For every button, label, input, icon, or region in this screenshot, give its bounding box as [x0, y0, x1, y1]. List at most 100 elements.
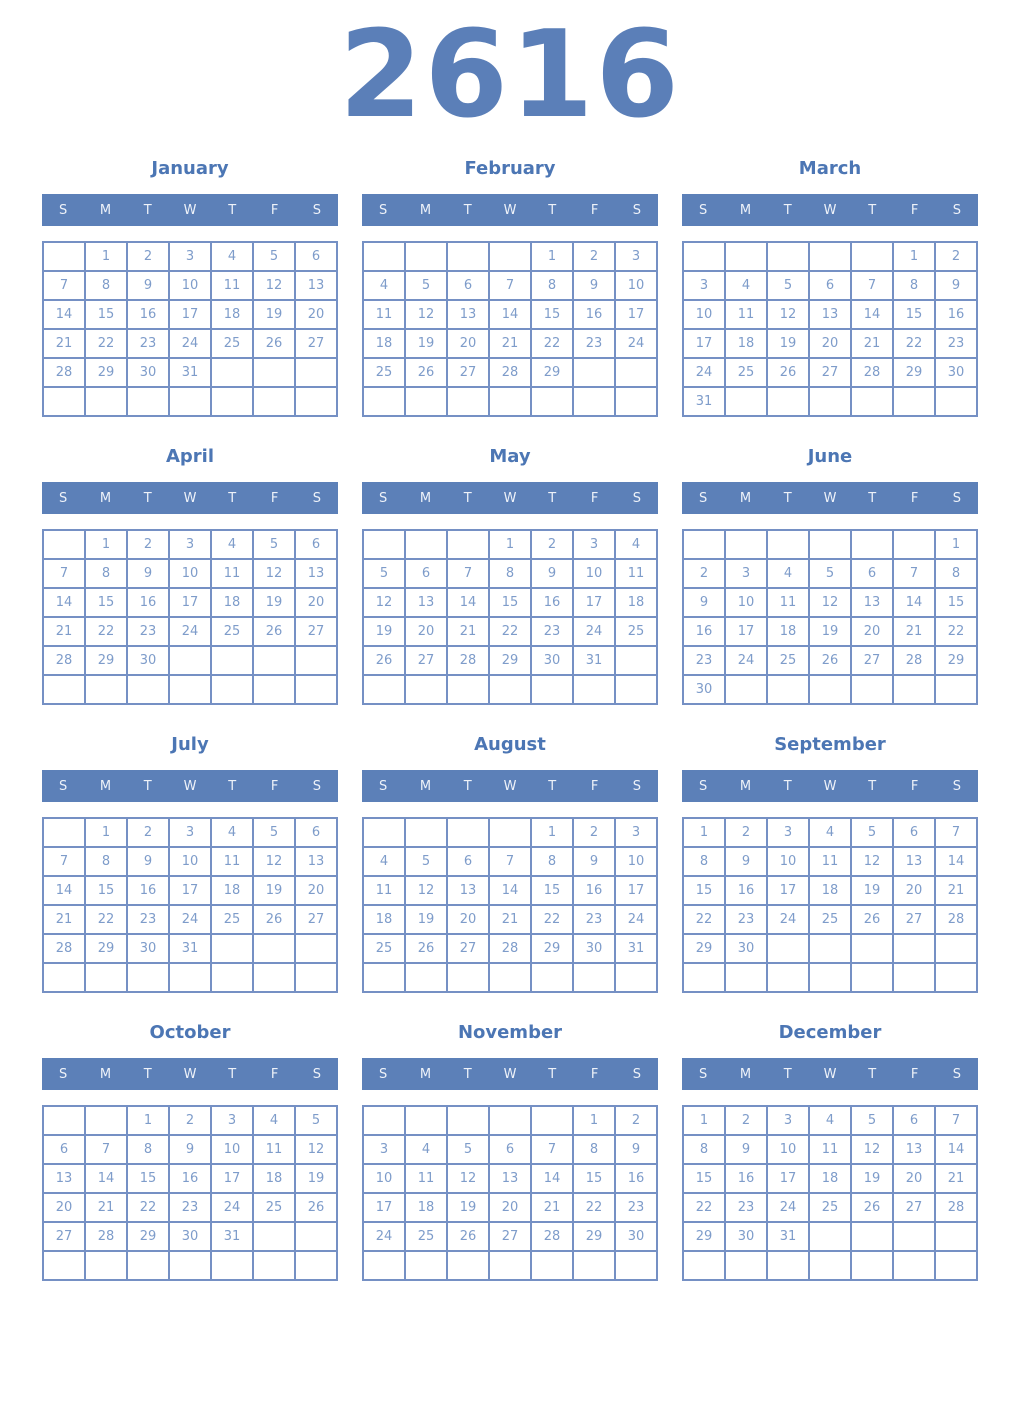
- day-cell: 31: [683, 387, 725, 416]
- day-cell: 4: [767, 559, 809, 588]
- empty-day-cell: [767, 963, 809, 992]
- weekday-label: F: [270, 1066, 279, 1082]
- weekday-label: W: [183, 490, 197, 506]
- weekday-label: T: [463, 778, 472, 794]
- day-cell: 15: [531, 876, 573, 905]
- empty-day-cell: [253, 1222, 295, 1251]
- empty-day-cell: [211, 934, 253, 963]
- empty-day-cell: [893, 1251, 935, 1280]
- weekday-label: W: [503, 1066, 517, 1082]
- empty-day-cell: [295, 1222, 337, 1251]
- empty-day-cell: [615, 358, 657, 387]
- day-cell: 13: [295, 847, 337, 876]
- day-cell: 8: [127, 1135, 169, 1164]
- day-cell: 16: [683, 617, 725, 646]
- day-cell: 23: [573, 329, 615, 358]
- day-cell: 30: [127, 646, 169, 675]
- day-cell: 4: [363, 847, 405, 876]
- empty-day-cell: [253, 387, 295, 416]
- day-cell: 10: [725, 588, 767, 617]
- month-may: May S M T W T F S 1 2 3 4 5 6 7 8 9 10 11 12 13 14 15 16 17 18 19 2…: [362, 446, 658, 705]
- day-cell: 6: [447, 271, 489, 300]
- empty-day-cell: [683, 530, 725, 559]
- day-cell: 1: [85, 818, 127, 847]
- empty-day-cell: [295, 358, 337, 387]
- day-cell: 4: [211, 818, 253, 847]
- day-cell: 7: [43, 271, 85, 300]
- day-cell: 27: [405, 646, 447, 675]
- day-grid: 1 2 3 4 5 6 7 8 9 10 11 12 13 14 15 16 17 18 19 20 21 22 23 24 2…: [42, 1105, 338, 1281]
- empty-day-cell: [851, 1222, 893, 1251]
- day-grid: 1 2 3 4 5 6 7 8 9 10 11 12 13 14 15 16 17 18 19 20 21 22 23 24 2…: [682, 1105, 978, 1281]
- month-april: April S M T W T F S 1 2 3 4 5 6 7 8 9 10 11 12 13 14 15 16 17 18 1…: [42, 446, 338, 705]
- empty-day-cell: [935, 387, 977, 416]
- day-cell: 16: [169, 1164, 211, 1193]
- day-cell: 8: [85, 559, 127, 588]
- empty-day-cell: [211, 1251, 253, 1280]
- day-cell: 29: [489, 646, 531, 675]
- day-cell: 28: [893, 646, 935, 675]
- day-cell: 31: [211, 1222, 253, 1251]
- day-cell: 11: [405, 1164, 447, 1193]
- day-cell: 25: [211, 617, 253, 646]
- day-cell: 10: [169, 847, 211, 876]
- calendar-page: 2616 January S M T W T F S 1 2 3 4 5 6 7 8 9 10 11 12 13 14 15…: [42, 16, 978, 1281]
- day-cell: 30: [573, 934, 615, 963]
- day-cell: 3: [169, 530, 211, 559]
- day-cell: 24: [767, 905, 809, 934]
- day-cell: 15: [683, 876, 725, 905]
- day-cell: 28: [43, 646, 85, 675]
- empty-day-cell: [809, 963, 851, 992]
- empty-day-cell: [573, 675, 615, 704]
- weekday-label: M: [99, 202, 112, 218]
- weekday-label: W: [823, 490, 837, 506]
- empty-day-cell: [447, 242, 489, 271]
- day-cell: 27: [295, 905, 337, 934]
- day-cell: 15: [489, 588, 531, 617]
- empty-day-cell: [43, 1106, 85, 1135]
- day-cell: 7: [489, 271, 531, 300]
- month-title: June: [807, 446, 853, 467]
- empty-day-cell: [615, 646, 657, 675]
- day-cell: 18: [363, 905, 405, 934]
- day-cell: 23: [127, 329, 169, 358]
- empty-day-cell: [211, 358, 253, 387]
- day-cell: 23: [725, 1193, 767, 1222]
- empty-day-cell: [295, 675, 337, 704]
- empty-day-cell: [809, 242, 851, 271]
- day-cell: 26: [851, 905, 893, 934]
- day-cell: 8: [531, 847, 573, 876]
- day-cell: 23: [127, 617, 169, 646]
- day-cell: 4: [725, 271, 767, 300]
- day-cell: 6: [851, 559, 893, 588]
- weekday-label: T: [228, 202, 237, 218]
- month-title: January: [151, 158, 229, 179]
- day-cell: 7: [935, 818, 977, 847]
- day-cell: 23: [935, 329, 977, 358]
- day-cell: 31: [169, 934, 211, 963]
- day-cell: 16: [127, 876, 169, 905]
- day-cell: 22: [85, 905, 127, 934]
- empty-day-cell: [767, 530, 809, 559]
- day-cell: 22: [489, 617, 531, 646]
- weekday-label: M: [419, 490, 432, 506]
- day-cell: 29: [531, 934, 573, 963]
- day-cell: 16: [127, 588, 169, 617]
- day-cell: 22: [683, 905, 725, 934]
- empty-day-cell: [363, 818, 405, 847]
- month-title: July: [171, 734, 209, 755]
- day-cell: 26: [253, 329, 295, 358]
- empty-day-cell: [253, 1251, 295, 1280]
- day-cell: 28: [489, 358, 531, 387]
- day-cell: 2: [169, 1106, 211, 1135]
- month-title: December: [778, 1022, 882, 1043]
- day-cell: 21: [43, 905, 85, 934]
- day-cell: 21: [893, 617, 935, 646]
- day-cell: 13: [489, 1164, 531, 1193]
- empty-day-cell: [767, 1251, 809, 1280]
- day-cell: 20: [851, 617, 893, 646]
- empty-day-cell: [211, 387, 253, 416]
- empty-day-cell: [767, 242, 809, 271]
